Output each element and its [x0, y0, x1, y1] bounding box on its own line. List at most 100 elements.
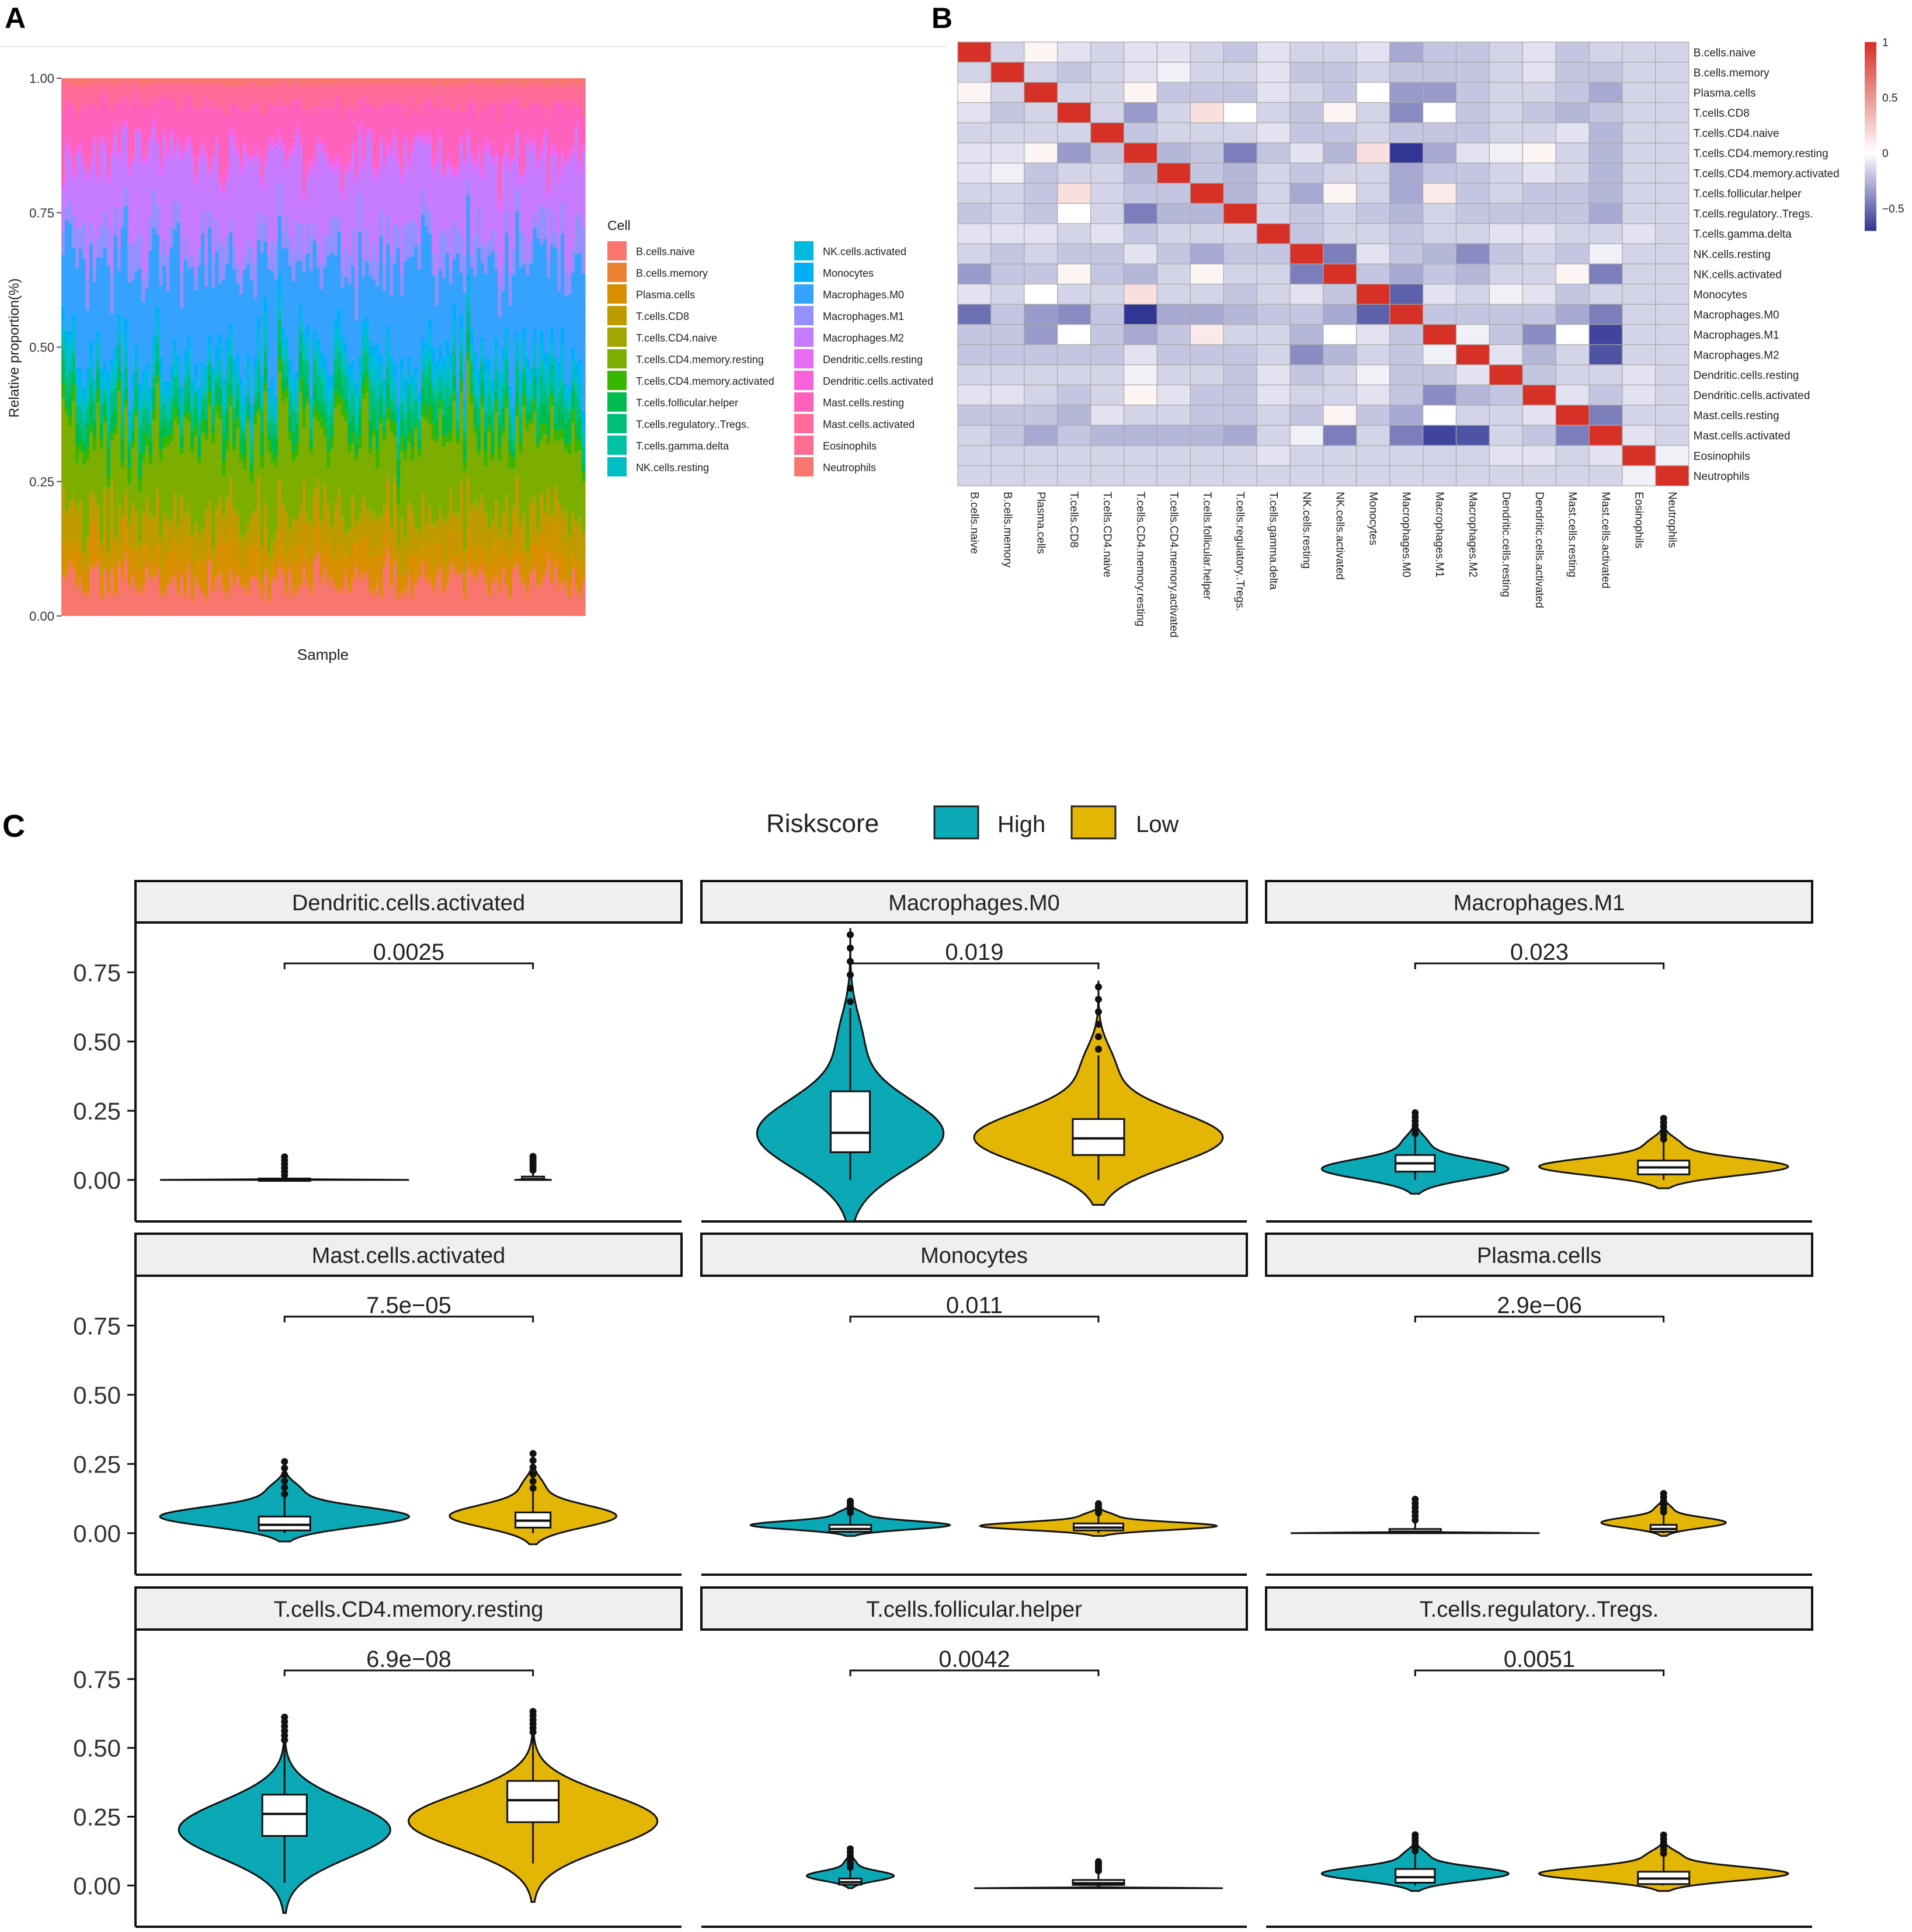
bar-segment-macrophages-m2: [445, 168, 450, 229]
bar-segment-t-cells-cd8: [438, 514, 443, 543]
bar-segment-t-cells-cd4-memory-resting: [117, 391, 121, 504]
bar-segment-t-cells-cd4-memory-activated: [312, 405, 317, 417]
bar-segment-t-cells-cd4-memory-resting: [260, 468, 265, 546]
bar-segment-t-cells-cd8: [411, 513, 415, 556]
bar-segment-t-cells-cd4-memory-resting: [274, 465, 279, 531]
bar-segment-dendritic-cells-activated: [379, 135, 383, 138]
bar-segment-nk-cells-resting: [434, 381, 439, 392]
bar-segment-t-cells-cd4-memory-resting: [533, 412, 537, 497]
bar-segment-t-cells-cd4-naive: [316, 478, 321, 489]
heatmap-cell: [1555, 344, 1590, 365]
bar-segment-macrophages-m2: [424, 145, 429, 206]
bar-segment-b-cells-memory: [159, 589, 164, 596]
bar-segment-t-cells-regulatory-tregs: [383, 417, 387, 427]
bar-segment-monocytes: [242, 394, 247, 403]
bar-segment-dendritic-cells-resting: [232, 137, 237, 145]
bar-segment-macrophages-m1: [575, 217, 579, 254]
bar-segment-macrophages-m0: [512, 274, 516, 407]
bar-segment-dendritic-cells-activated: [417, 133, 422, 137]
bar-segment-nk-cells-activated: [407, 362, 411, 373]
bar-segment-monocytes: [89, 340, 93, 357]
bar-segment-monocytes: [197, 388, 201, 400]
legend-label: Dendritic.cells.resting: [823, 354, 923, 365]
heatmap-row-label: Plasma.cells: [1694, 87, 1756, 99]
bar-segment-t-cells-cd4-memory-resting: [134, 416, 139, 510]
bar-segment-t-cells-cd8: [536, 531, 540, 545]
bar-segment-macrophages-m0: [197, 265, 201, 388]
heatmap-cell: [957, 263, 992, 285]
bar-segment-t-cells-regulatory-tregs: [340, 373, 345, 389]
bar-segment-macrophages-m0: [354, 320, 359, 383]
bar-segment-monocytes: [434, 362, 439, 375]
bar-segment-t-cells-cd4-naive: [260, 546, 265, 551]
bar-segment-nk-cells-resting: [253, 377, 258, 391]
bar-segment-t-cells-cd8: [204, 516, 208, 561]
bar-segment-t-cells-regulatory-tregs: [333, 358, 338, 377]
bar-segment-dendritic-cells-resting: [218, 182, 223, 186]
bar-segment-mast-cells-resting: [512, 99, 516, 156]
bar-segment-neutrophils: [173, 78, 177, 84]
bar-segment-t-cells-cd8: [120, 519, 125, 560]
bar-segment-t-cells-cd4-memory-activated: [82, 451, 86, 465]
bar-segment-t-cells-cd4-memory-resting: [561, 438, 565, 510]
bar-segment-t-cells-follicular-helper: [110, 413, 114, 434]
bar-segment-nk-cells-activated: [477, 384, 481, 396]
heatmap-cell: [1090, 61, 1125, 83]
bar-segment-monocytes: [571, 347, 575, 357]
bar-segment-t-cells-gamma-delta: [96, 357, 100, 364]
heatmap-cell: [1423, 263, 1457, 285]
legend-title: Riskscore: [766, 809, 879, 838]
bar-segment-macrophages-m1: [477, 207, 481, 249]
bar-segment-macrophages-m1: [582, 226, 586, 274]
bar-segment-macrophages-m2: [383, 169, 387, 265]
bar-segment-t-cells-cd8: [383, 510, 387, 534]
bar-segment-mast-cells-resting: [383, 102, 387, 158]
bar-segment-nk-cells-resting: [456, 407, 460, 417]
bar-segment-plasma-cells: [393, 516, 397, 561]
bar-segment-macrophages-m2: [434, 163, 439, 274]
bar-segment-t-cells-cd4-memory-activated: [533, 398, 537, 412]
bar-segment-monocytes: [438, 346, 443, 361]
bar-segment-monocytes: [564, 382, 568, 388]
heatmap-cell: [1323, 304, 1357, 325]
bar-segment-macrophages-m1: [68, 202, 72, 223]
bar-segment-macrophages-m0: [484, 273, 488, 358]
heatmap-cell: [1622, 243, 1656, 264]
bar-segment-nk-cells-resting: [494, 354, 499, 367]
bar-segment-t-cells-cd4-memory-resting: [564, 450, 568, 510]
bar-segment-b-cells-memory: [166, 582, 170, 587]
bar-segment-t-cells-gamma-delta: [281, 356, 286, 363]
bar-segment-macrophages-m2: [124, 127, 128, 187]
bar-segment-b-cells-memory: [473, 577, 478, 583]
bar-segment-t-cells-cd4-memory-activated: [449, 430, 453, 441]
heatmap-cell: [1289, 162, 1324, 184]
bar-segment-eosinophils: [411, 83, 415, 87]
bar-segment-monocytes: [141, 371, 146, 381]
bar-segment-dendritic-cells-resting: [431, 166, 436, 174]
bar-segment-t-cells-follicular-helper: [152, 388, 157, 410]
bar-segment-neutrophils: [295, 78, 300, 81]
bar-segment-b-cells-naive: [103, 570, 107, 616]
bar-segment-mast-cells-activated: [365, 92, 369, 104]
outlier-point-low: [529, 1708, 537, 1715]
bar-segment-t-cells-regulatory-tregs: [351, 394, 355, 416]
bar-segment-eosinophils: [442, 85, 446, 90]
bar-segment-mast-cells-activated: [494, 91, 499, 103]
bar-segment-t-cells-regulatory-tregs: [337, 349, 341, 368]
facet-title: Plasma.cells: [1477, 1244, 1601, 1268]
bar-segment-mast-cells-resting: [309, 106, 314, 155]
bar-segment-t-cells-cd4-naive: [582, 531, 586, 537]
bar-segment-t-cells-cd4-naive: [526, 548, 530, 555]
bar-segment-t-cells-follicular-helper: [347, 423, 352, 444]
bar-segment-nk-cells-activated: [85, 382, 90, 394]
bar-segment-macrophages-m2: [351, 149, 355, 229]
bar-segment-b-cells-naive: [249, 579, 254, 616]
heatmap-cell: [1455, 162, 1490, 184]
heatmap-cell: [1588, 122, 1623, 144]
bar-segment-macrophages-m2: [550, 156, 554, 210]
bar-segment-t-cells-regulatory-tregs: [309, 427, 314, 437]
heatmap-cell: [1588, 445, 1623, 467]
bar-segment-macrophages-m1: [383, 264, 387, 291]
heatmap-cell: [1323, 465, 1357, 486]
bar-segment-mast-cells-resting: [515, 96, 519, 129]
